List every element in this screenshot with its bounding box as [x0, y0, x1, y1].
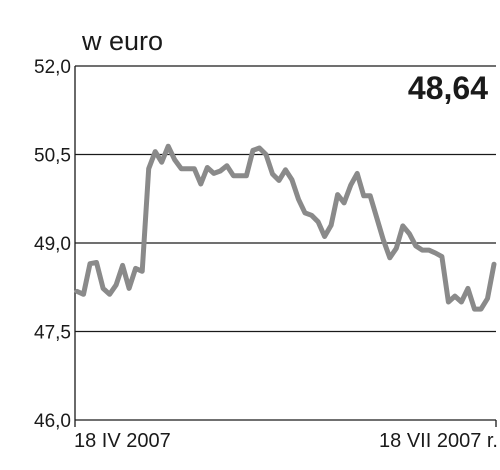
series-layer — [74, 143, 497, 312]
x-date-labels: 18 IV 2007 18 VII 2007 r. — [74, 430, 498, 452]
axes — [74, 66, 497, 427]
y-tick-label: 50,5 — [34, 146, 71, 167]
y-tick-label: 47,5 — [34, 323, 71, 344]
y-tick-label: 46,0 — [34, 411, 71, 432]
series-line — [74, 143, 497, 312]
unit-label: w euro — [82, 26, 164, 56]
y-tick-label: 49,0 — [34, 234, 71, 255]
x-label-start: 18 IV 2007 — [74, 430, 171, 452]
y-tick-label: 52,0 — [34, 57, 71, 78]
x-label-end: 18 VII 2007 r. — [379, 430, 498, 452]
y-tick-labels: 46,0 47,5 49,0 50,5 52,0 — [34, 57, 71, 432]
last-value-label: 48,64 — [407, 70, 488, 106]
grid-lines — [75, 65, 496, 421]
